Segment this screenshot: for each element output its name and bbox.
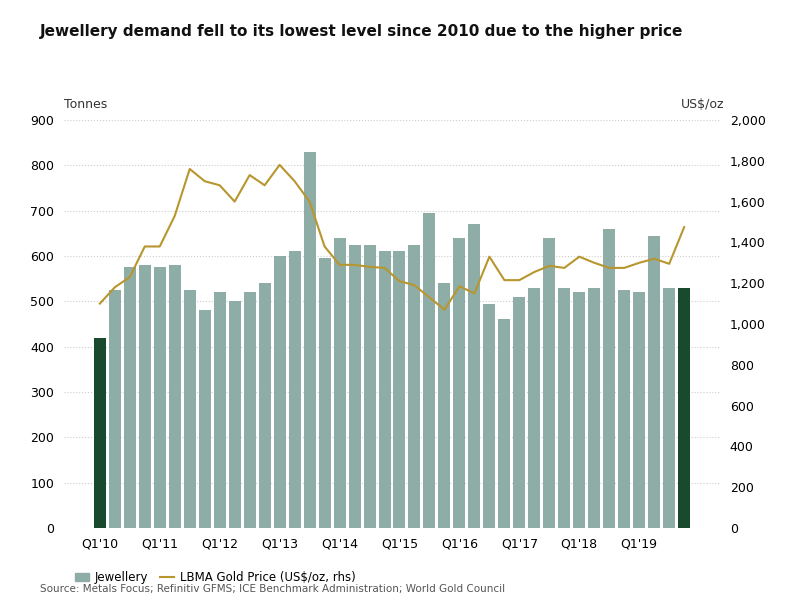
Bar — [543, 238, 555, 528]
Bar — [528, 288, 540, 528]
Bar — [409, 245, 421, 528]
Bar — [678, 288, 690, 528]
Bar — [198, 310, 210, 528]
Bar — [244, 292, 256, 528]
Bar — [154, 268, 166, 528]
Bar — [394, 251, 406, 528]
Text: Tonnes: Tonnes — [64, 98, 107, 111]
Bar — [648, 236, 660, 528]
Bar — [603, 229, 615, 528]
Bar — [588, 288, 600, 528]
Bar — [618, 290, 630, 528]
Bar — [229, 301, 241, 528]
Bar — [663, 288, 675, 528]
Bar — [454, 238, 466, 528]
Bar — [274, 256, 286, 528]
Legend: Jewellery, LBMA Gold Price (US$/oz, rhs): Jewellery, LBMA Gold Price (US$/oz, rhs) — [70, 566, 361, 589]
Bar — [514, 297, 526, 528]
Bar — [109, 290, 121, 528]
Bar — [318, 258, 330, 528]
Bar — [138, 265, 150, 528]
Text: Source: Metals Focus; Refinitiv GFMS; ICE Benchmark Administration; World Gold C: Source: Metals Focus; Refinitiv GFMS; IC… — [40, 584, 505, 594]
Bar — [634, 292, 646, 528]
Bar — [94, 338, 106, 528]
Bar — [258, 283, 270, 528]
Bar — [483, 304, 495, 528]
Bar — [289, 251, 301, 528]
Bar — [124, 268, 136, 528]
Bar — [214, 292, 226, 528]
Bar — [303, 152, 315, 528]
Bar — [438, 283, 450, 528]
Bar — [349, 245, 361, 528]
Bar — [184, 290, 196, 528]
Bar — [423, 213, 435, 528]
Bar — [558, 288, 570, 528]
Bar — [469, 224, 481, 528]
Bar — [169, 265, 181, 528]
Bar — [498, 319, 510, 528]
Bar — [363, 245, 375, 528]
Text: Jewellery demand fell to its lowest level since 2010 due to the higher price: Jewellery demand fell to its lowest leve… — [40, 24, 683, 39]
Bar — [574, 292, 586, 528]
Text: US$/oz: US$/oz — [681, 98, 724, 111]
Bar — [334, 238, 346, 528]
Bar — [378, 251, 390, 528]
